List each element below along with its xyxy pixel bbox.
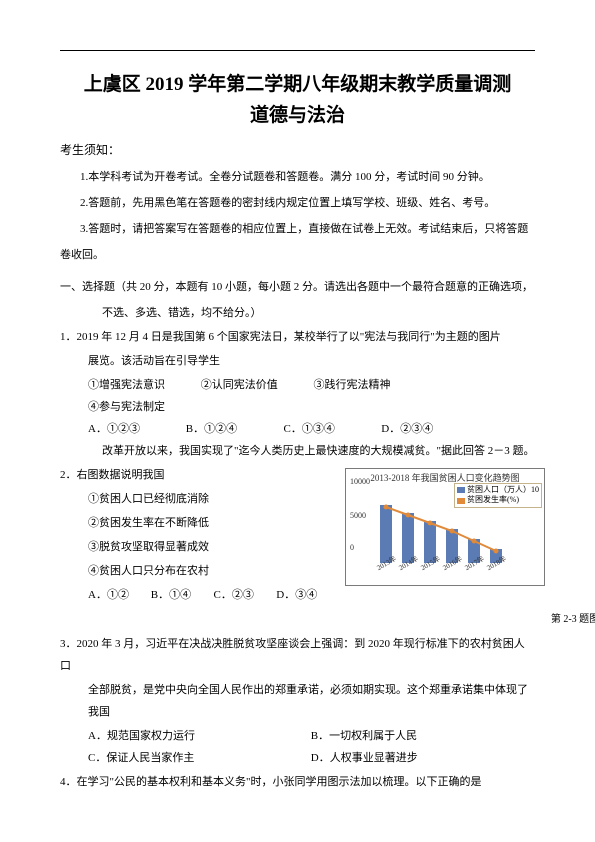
q2-choice-b: B．①④ <box>151 584 211 606</box>
q3-stem: 3．2020 年 3 月，习近平在决战决胜脱贫攻坚座谈会上强调：到 2020 年… <box>60 633 535 677</box>
q3-stem-cont: 全部脱贫，是党中央向全国人民作出的郑重承诺，必须如期实现。这个郑重承诺集中体现了… <box>88 679 535 723</box>
notice-1: 1.本学科考试为开卷考试。全卷分试题卷和答题卷。满分 100 分，考试时间 90… <box>80 166 535 188</box>
q1-choice-b: B．①②④ <box>186 418 281 440</box>
chart-x-label: 2013年 <box>375 554 398 573</box>
q2-choice-d: D．③④ <box>276 584 336 606</box>
q3-choice-d: D．人权事业显著进步 <box>311 747 531 769</box>
q1-stem-cont: 展览。该活动旨在引导学生 <box>88 350 535 372</box>
q1-choices: A．①②③ B．①②④ C．①③④ D．②③④ <box>88 418 535 440</box>
q3-choice-a: A．规范国家权力运行 <box>88 725 308 747</box>
q3-choice-b: B．一切权利属于人民 <box>311 725 531 747</box>
chart-x-label: 2017年 <box>463 554 486 573</box>
chart-y-label: 5000 <box>350 511 366 520</box>
q1-items: ①增强宪法意识 ②认同宪法价值 ③践行宪法精神 ④参与宪法制定 <box>88 374 535 418</box>
notice-2: 2.答题前，先用黑色笔在答题卷的密封线内规定位置上填写学校、班级、姓名、考号。 <box>80 192 535 214</box>
q2-choice-c: C．②③ <box>214 584 274 606</box>
q2-choices: A．①② B．①④ C．②③ D．③④ <box>88 584 535 606</box>
chart-caption: 第 2-3 题图 <box>475 610 595 625</box>
q3-choices-row1: A．规范国家权力运行 B．一切权利属于人民 <box>88 725 535 747</box>
q1-choice-c: C．①③④ <box>284 418 379 440</box>
q1-item-1: ①增强宪法意识 <box>88 374 198 396</box>
chart-body: 2013年2014年2015年2016年2017年2018年 <box>376 485 538 575</box>
section-1-heading-cont: 不选、多选、错选，均不给分。） <box>102 302 535 324</box>
q4-stem: 4．在学习"公民的基本权利和基本义务"时，小张同学用图示法加以梳理。以下正确的是 <box>60 771 535 793</box>
chart-x-label: 2014年 <box>397 554 420 573</box>
q2-choice-a: A．①② <box>88 584 148 606</box>
q1-item-2: ②认同宪法价值 <box>201 374 311 396</box>
q3-choices-row2: C．保证人民当家作主 D．人权事业显著进步 <box>88 747 535 769</box>
chart-y-label: 0 <box>350 543 354 552</box>
exam-title-line1: 上虞区 2019 学年第二学期八年级期末教学质量调测 <box>60 69 535 96</box>
q1-choice-d: D．②③④ <box>381 418 476 440</box>
q3-choice-c: C．保证人民当家作主 <box>88 747 308 769</box>
q1-item-4: ④参与宪法制定 <box>88 396 198 418</box>
poverty-chart: 2013-2018 年我国贫困人口变化趋势图 贫困人口（万人）10 贫困发生率(… <box>345 468 545 586</box>
q1-stem: 1．2019 年 12 月 4 日是我国第 6 个国家宪法日，某校举行了以"宪法… <box>60 326 535 348</box>
q1-item-3: ③践行宪法精神 <box>314 374 424 396</box>
notice-heading: 考生须知： <box>60 141 535 158</box>
notice-3-cont: 卷收回。 <box>60 244 535 266</box>
chart-x-label: 2016年 <box>441 554 464 573</box>
q1-choice-a: A．①②③ <box>88 418 183 440</box>
notice-3: 3.答题时，请把答案写在答题卷的相应位置上，直接做在试卷上无效。考试结束后，只将… <box>80 218 535 240</box>
chart-x-label: 2018年 <box>485 554 508 573</box>
exam-title-line2: 道德与法治 <box>60 100 535 127</box>
chart-y-label: 10000 <box>350 477 370 486</box>
bridge-text: 改革开放以来，我国实现了"迄今人类历史上最快速度的大规模减贫。"据此回答 2－3… <box>102 440 535 462</box>
chart-x-label: 2015年 <box>419 554 442 573</box>
section-1-heading: 一、选择题（共 20 分，本题有 10 小题，每小题 2 分。请选出各题中一个最… <box>60 276 535 298</box>
